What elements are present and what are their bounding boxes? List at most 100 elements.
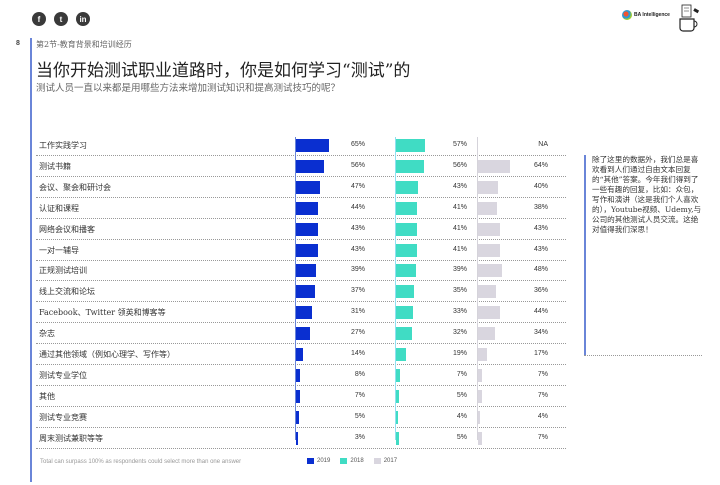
- value-label-2018: 19%: [452, 350, 467, 357]
- bar-2017: [478, 264, 502, 278]
- value-label-2018: 33%: [452, 308, 467, 316]
- value-label-2017: 17%: [533, 350, 548, 357]
- side-note-divider: [584, 355, 702, 356]
- bar-2017: [478, 431, 482, 445]
- bar-2017: [478, 410, 480, 424]
- category-label: 测试书籍: [39, 161, 71, 171]
- value-label-2019: 27%: [350, 329, 365, 337]
- section-label: 第2节-教育背景和培训经历: [36, 40, 132, 49]
- value-label-2019: 37%: [350, 287, 365, 295]
- category-label: 测试专业竞赛: [39, 412, 87, 422]
- legend-item-2018: 2018: [340, 458, 364, 464]
- bar-2019: [296, 348, 303, 361]
- bar-2018: [396, 264, 416, 278]
- bar-2019: [296, 243, 318, 257]
- value-label-2018: 41%: [452, 203, 467, 211]
- bar-2017: [478, 306, 500, 320]
- bar-2019: [296, 431, 298, 445]
- value-label-2017: 48%: [533, 266, 548, 274]
- value-label-2019: 7%: [354, 391, 365, 399]
- bar-2017: [478, 222, 500, 236]
- chart-row: 线上交流和论坛 37% 35% 36%: [36, 282, 566, 303]
- ba-intelligence-logo: BA Intelligence: [622, 10, 670, 20]
- value-label-2019: 47%: [350, 182, 365, 190]
- value-label-2017: 4%: [537, 412, 548, 420]
- value-label-2017: 34%: [533, 329, 548, 337]
- bar-2017: [478, 201, 497, 215]
- chart-row: 杂志 27% 32% 34%: [36, 324, 566, 345]
- value-label-2017: 44%: [533, 308, 548, 316]
- twitter-icon[interactable]: t: [54, 12, 68, 26]
- bar-2018: [396, 348, 406, 361]
- chart-row: 会议、聚会和研讨会 47% 43% 40%: [36, 178, 566, 198]
- value-label-2018: 4%: [456, 412, 467, 420]
- value-label-2019: 31%: [350, 308, 365, 316]
- value-label-2017: NA: [538, 141, 548, 148]
- facebook-icon[interactable]: f: [32, 12, 46, 26]
- social-links: f t in: [32, 12, 90, 26]
- chart-row: 认证和课程 44% 41% 38%: [36, 199, 566, 219]
- value-label-2017: 43%: [533, 245, 548, 253]
- value-label-2018: 35%: [452, 287, 467, 295]
- bar-2018: [396, 243, 417, 257]
- chart-row: Facebook、Twitter 领英和博客等 31% 33% 44%: [36, 303, 566, 324]
- bar-2019: [296, 180, 320, 194]
- axis-line-2017: [477, 137, 478, 440]
- category-label: 测试专业学位: [39, 370, 87, 380]
- bar-2017: [478, 285, 496, 299]
- bar-2019: [296, 410, 299, 424]
- bar-2019: [296, 327, 310, 341]
- chart-row: 网络会议和播客 43% 41% 43%: [36, 220, 566, 240]
- bar-2019: [296, 159, 324, 173]
- value-label-2017: 36%: [533, 287, 548, 295]
- value-label-2018: 5%: [456, 391, 467, 399]
- value-label-2019: 65%: [350, 141, 365, 148]
- value-label-2017: 40%: [533, 182, 548, 190]
- category-label: 认证和课程: [39, 203, 79, 213]
- value-label-2018: 32%: [452, 329, 467, 337]
- value-label-2019: 3%: [354, 433, 365, 441]
- value-label-2017: 64%: [533, 161, 548, 169]
- page-number: 8: [16, 40, 20, 47]
- value-label-2018: 57%: [452, 141, 467, 148]
- chart-row: 测试专业学位 8% 7% 7%: [36, 366, 566, 386]
- value-label-2017: 7%: [537, 391, 548, 399]
- bar-2018: [396, 159, 424, 173]
- bar-2019: [296, 264, 316, 278]
- category-label: 其他: [39, 391, 55, 401]
- category-label: 一对一辅导: [39, 245, 79, 255]
- bar-2018: [396, 180, 418, 194]
- bar-2018: [396, 368, 400, 382]
- bar-2018: [396, 222, 417, 236]
- value-label-2018: 56%: [452, 161, 467, 169]
- chart-row: 通过其他领域（例如心理学、写作等） 14% 19% 17%: [36, 345, 566, 365]
- logo-mark-icon: [622, 10, 632, 20]
- footnote: Total can surpass 100% as respondents co…: [40, 459, 242, 465]
- chart-row: 测试书籍 56% 56% 64%: [36, 157, 566, 177]
- value-label-2019: 5%: [354, 412, 365, 420]
- coffee-cup-logo-icon: [679, 4, 700, 32]
- bar-2019: [296, 285, 315, 299]
- legend-swatch-2018: [340, 458, 348, 464]
- value-label-2017: 43%: [533, 224, 548, 232]
- bar-2018: [396, 389, 399, 403]
- chart-row: 一对一辅导 43% 41% 43%: [36, 241, 566, 261]
- value-label-2019: 44%: [350, 203, 365, 211]
- bar-2019: [296, 139, 329, 152]
- chart-row: 其他 7% 5% 7%: [36, 387, 566, 407]
- category-label: 线上交流和论坛: [39, 287, 95, 297]
- value-label-2019: 39%: [350, 266, 365, 274]
- value-label-2019: 8%: [354, 370, 365, 378]
- chart-row: 工作实践学习 65% 57% NA: [36, 136, 566, 156]
- category-label: 周末测试兼职等等: [39, 433, 103, 443]
- value-label-2019: 56%: [350, 161, 365, 169]
- bar-2018: [396, 431, 399, 445]
- linkedin-icon[interactable]: in: [76, 12, 90, 26]
- category-label: 正规测试培训: [39, 266, 87, 276]
- bar-2019: [296, 368, 300, 382]
- legend-swatch-2019: [307, 458, 314, 464]
- bar-2019: [296, 389, 300, 403]
- bar-2018: [396, 410, 398, 424]
- category-label: 通过其他领域（例如心理学、写作等）: [39, 350, 175, 359]
- bar-2017: [478, 368, 482, 382]
